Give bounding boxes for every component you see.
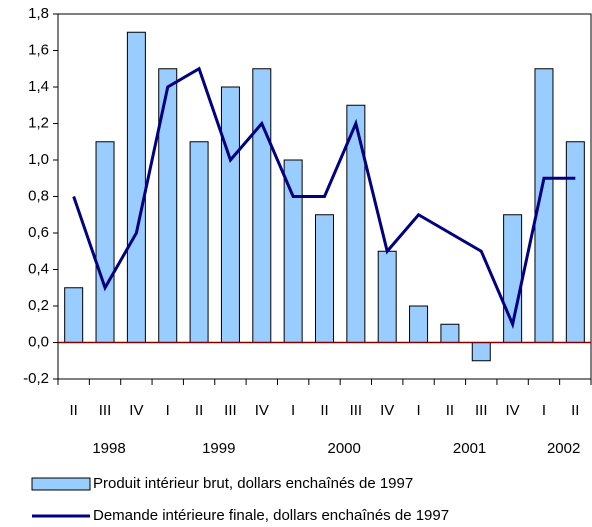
bar xyxy=(95,141,115,343)
x-tick-label: II xyxy=(446,402,454,419)
y-tick-label: 1,0 xyxy=(28,151,49,168)
y-tick-label: 0,2 xyxy=(28,297,49,314)
x-tick-label: II xyxy=(195,402,203,419)
x-tick-label: I xyxy=(416,402,420,419)
y-tick-label: 0,0 xyxy=(28,333,49,350)
x-tick-label: III xyxy=(350,402,363,419)
bar xyxy=(440,323,460,343)
bar xyxy=(220,86,240,343)
x-tick-label: II xyxy=(320,402,328,419)
bar xyxy=(126,31,146,343)
x-tick-label: II xyxy=(70,402,78,419)
legend-label: Produit intérieur brut, dollars enchaîné… xyxy=(93,475,413,492)
y-tick-label: 0,4 xyxy=(28,260,49,277)
x-tick-label: III xyxy=(99,402,112,419)
y-tick-label: 1,4 xyxy=(28,78,49,95)
x-tick-label: IV xyxy=(380,402,394,419)
line xyxy=(72,66,576,330)
legend-label: Demande intérieure finale, dollars encha… xyxy=(93,507,449,524)
y-tick-label: 1,8 xyxy=(28,5,49,22)
y-tick-label: 0,6 xyxy=(28,224,49,241)
bar xyxy=(283,159,303,343)
year-label: 2002 xyxy=(547,440,580,457)
bar xyxy=(409,305,429,343)
x-tick-label: II xyxy=(571,402,579,419)
x-tick-label: III xyxy=(224,402,237,419)
y-tick-label: 1,2 xyxy=(28,114,49,131)
bar xyxy=(189,141,209,343)
year-label: 1999 xyxy=(202,440,235,457)
legend-swatch xyxy=(31,477,91,491)
x-tick-label: IV xyxy=(129,402,143,419)
x-tick-label: I xyxy=(166,402,170,419)
year-label: 2000 xyxy=(327,440,360,457)
y-tick-label: -0,2 xyxy=(23,370,49,387)
x-tick-label: I xyxy=(542,402,546,419)
year-label: 1998 xyxy=(92,440,125,457)
bar xyxy=(565,141,585,343)
x-tick-label: IV xyxy=(506,402,520,419)
y-tick-label: 1,6 xyxy=(28,41,49,58)
year-label: 2001 xyxy=(453,440,486,457)
bar xyxy=(315,214,334,343)
bar xyxy=(471,342,491,362)
x-tick-label: I xyxy=(291,402,295,419)
bar xyxy=(252,68,272,343)
bar xyxy=(377,250,397,343)
x-tick-label: III xyxy=(475,402,488,419)
x-tick-label: IV xyxy=(255,402,269,419)
bar xyxy=(64,287,84,343)
y-tick-label: 0,8 xyxy=(28,187,49,204)
